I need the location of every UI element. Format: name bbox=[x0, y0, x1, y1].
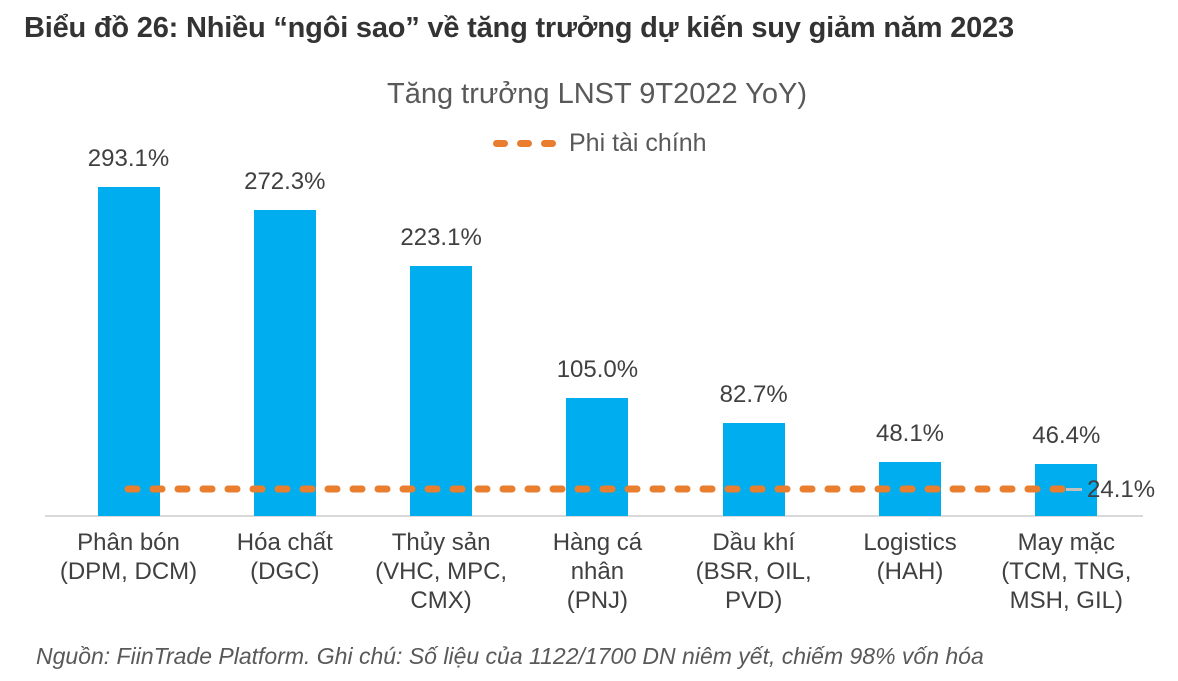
category-label: Hàng cá nhân (PNJ) bbox=[552, 529, 643, 614]
value-label: 46.4% bbox=[1032, 422, 1101, 449]
bar bbox=[253, 210, 316, 516]
reference-value-label: 24.1% bbox=[1087, 476, 1156, 503]
value-label: 82.7% bbox=[719, 381, 788, 408]
dashed-line-legend-icon bbox=[493, 139, 556, 147]
value-label: 223.1% bbox=[400, 224, 482, 251]
source-note: Nguồn: FiinTrade Platform. Ghi chú: Số l… bbox=[36, 643, 984, 669]
value-label: 272.3% bbox=[244, 168, 326, 195]
category-label: Logistics (HAH) bbox=[863, 529, 957, 585]
bar bbox=[97, 187, 160, 516]
value-label: 48.1% bbox=[875, 420, 945, 447]
category-label: Thủy sản (VHC, MPC, CMX) bbox=[375, 529, 508, 614]
bar bbox=[566, 398, 629, 516]
chart-title: Tăng trưởng LNST 9T2022 YoY) bbox=[387, 78, 807, 110]
reference-dashed-line bbox=[124, 485, 1066, 493]
value-label: 105.0% bbox=[556, 356, 639, 383]
category-label: May mặc (TCM, TNG, MSH, GIL) bbox=[1001, 529, 1132, 614]
bar bbox=[722, 423, 785, 516]
legend: Phi tài chính bbox=[493, 129, 707, 157]
category-label: Phân bón (DPM, DCM) bbox=[59, 529, 198, 585]
bar bbox=[410, 266, 473, 516]
category-label: Hóa chất (DGC) bbox=[236, 529, 333, 585]
x-axis-category-labels: Phân bón (DPM, DCM) Hóa chất (DGC) Thủy sả… bbox=[0, 528, 1178, 624]
value-label: 293.1% bbox=[87, 145, 170, 172]
plot-area: 24.1% 293.1% 272.3% 223.1% 105.0% 82.7% 48.1%… bbox=[0, 145, 1178, 517]
category-label: Dầu khí (BSR, OIL, PVD) bbox=[695, 529, 812, 614]
page-title: Biểu đồ 26: Nhiều “ngôi sao” về tăng trư… bbox=[24, 12, 1014, 44]
x-axis-line bbox=[45, 515, 1143, 517]
legend-label: Phi tài chính bbox=[569, 128, 707, 157]
reference-leader-line bbox=[1066, 488, 1082, 491]
